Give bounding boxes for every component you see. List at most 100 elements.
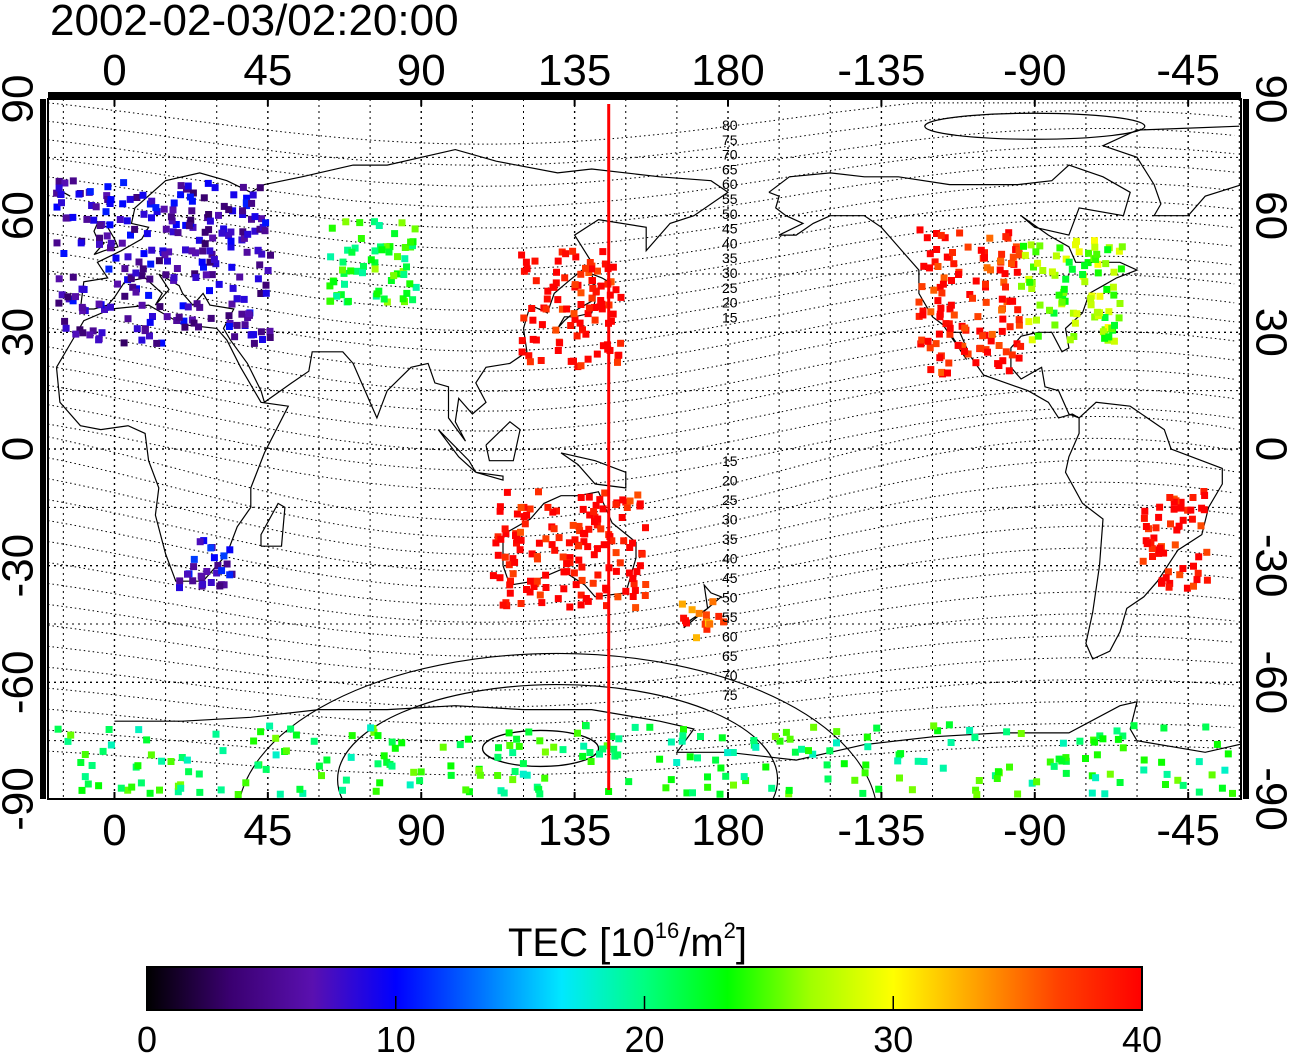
tec-cell <box>586 259 594 266</box>
tec-cell <box>505 729 513 737</box>
contour-label: 25 <box>722 280 738 296</box>
tec-cell <box>573 332 581 340</box>
tec-cell <box>570 310 578 318</box>
tec-cell <box>1013 268 1021 276</box>
tec-cell <box>220 581 228 589</box>
tec-cell <box>535 785 543 793</box>
tec-cell <box>626 544 634 551</box>
tec-cell <box>96 222 104 229</box>
tec-cell <box>372 787 380 795</box>
tec-cell <box>227 243 235 251</box>
contour-label: 20 <box>722 295 738 311</box>
tec-cell <box>330 278 338 286</box>
tec-cell <box>704 783 712 791</box>
tec-cell <box>1085 249 1092 257</box>
tec-cell <box>979 332 987 340</box>
tec-cell <box>569 247 577 255</box>
tec-cell <box>189 223 197 231</box>
tec-cell <box>609 310 617 318</box>
tec-cell <box>1062 757 1070 765</box>
tec-cell <box>917 340 925 348</box>
tec-cell <box>578 576 586 584</box>
tec-cell <box>588 265 595 273</box>
tec-cell <box>496 507 504 515</box>
tec-cell <box>83 215 91 223</box>
tec-cell <box>1179 565 1187 572</box>
tec-cell <box>582 330 590 338</box>
tec-cell <box>170 199 178 207</box>
tec-cell <box>571 315 579 323</box>
tec-cell <box>553 268 560 276</box>
tec-cell <box>542 571 550 579</box>
tec-cell <box>1034 332 1042 340</box>
coastline-segment <box>475 471 504 481</box>
tec-cell <box>742 777 750 785</box>
lat-tick-label: 60 <box>0 191 43 240</box>
tec-cell <box>239 183 247 191</box>
tec-cell <box>119 200 127 208</box>
mag-contour <box>48 311 1235 392</box>
tec-cell <box>706 620 714 628</box>
tec-cell <box>587 758 595 765</box>
tec-cell <box>823 761 831 769</box>
lon-tick-label: -90 <box>1003 806 1067 855</box>
tec-cell <box>272 734 280 742</box>
mag-contour <box>48 657 1235 708</box>
tec-cell <box>456 741 464 749</box>
contour-label: 40 <box>722 235 738 251</box>
tec-cell <box>931 258 939 266</box>
tec-cell <box>1094 260 1102 268</box>
tec-cell <box>315 762 323 770</box>
tec-cell <box>1102 260 1110 268</box>
tec-cell <box>693 634 700 642</box>
tec-cell <box>584 355 592 363</box>
tec-cell <box>248 199 256 207</box>
tec-cell <box>1099 328 1107 336</box>
tec-cell <box>982 298 990 306</box>
tec-cell <box>932 340 940 348</box>
tec-cell <box>148 246 156 254</box>
tec-cell <box>934 727 942 735</box>
mag-contour <box>48 459 1235 555</box>
tec-cell <box>250 737 258 745</box>
tec-cell <box>219 747 227 755</box>
lat-tick-label: 30 <box>1247 308 1292 357</box>
tec-cell <box>1002 348 1010 356</box>
tec-cell <box>107 741 115 749</box>
tec-cell <box>563 560 571 568</box>
tec-cell <box>590 551 598 559</box>
tec-cell <box>1203 548 1211 556</box>
tec-cell <box>559 746 567 754</box>
tec-cell <box>703 625 711 633</box>
tec-cell <box>356 219 364 227</box>
tec-cell <box>964 350 972 358</box>
tec-cell <box>398 219 406 227</box>
coastline-segment <box>485 421 521 462</box>
tec-cell <box>614 751 622 759</box>
coastline-segment <box>560 452 627 489</box>
tec-cell <box>538 321 546 329</box>
tec-cell <box>1175 522 1183 530</box>
tec-cell <box>975 777 983 784</box>
tec-cell <box>403 263 410 271</box>
mag-contour <box>48 388 1235 471</box>
tec-cell <box>78 786 86 794</box>
tec-cell <box>544 287 552 295</box>
tec-cell <box>191 270 199 278</box>
contour-label: 65 <box>722 161 738 177</box>
tec-cell <box>689 789 696 797</box>
tec-cell <box>523 265 531 273</box>
contour-label: 75 <box>722 132 738 148</box>
tec-cell <box>982 280 989 288</box>
tec-cell <box>174 229 182 237</box>
tec-cell <box>163 313 171 321</box>
tec-cell <box>258 215 265 223</box>
tec-cell <box>566 603 574 611</box>
tec-cell <box>86 188 94 196</box>
tec-cell <box>178 754 186 761</box>
tec-cell <box>374 760 382 768</box>
tec-cell <box>629 539 636 547</box>
tec-cell <box>447 762 455 770</box>
tec-cell <box>560 585 568 593</box>
tec-cell <box>1028 779 1036 787</box>
